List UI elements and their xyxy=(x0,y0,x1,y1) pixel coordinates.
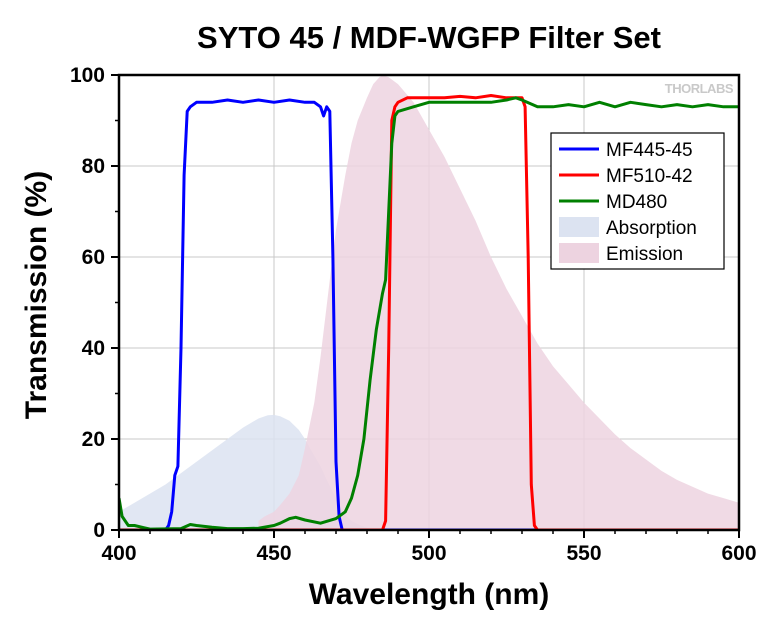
legend-swatch-absorption xyxy=(559,217,599,237)
series-line-mf445-45 xyxy=(119,98,739,530)
chart-title: SYTO 45 / MDF-WGFP Filter Set xyxy=(197,20,661,55)
legend-label-md480: MD480 xyxy=(606,192,667,213)
x-tick-label: 500 xyxy=(411,542,446,565)
y-tick-label: 20 xyxy=(82,428,105,451)
x-tick-label: 450 xyxy=(256,542,291,565)
watermark-logo: THORLABS xyxy=(665,81,734,96)
series-group xyxy=(119,75,739,530)
series-area-emission xyxy=(258,75,739,530)
legend: MF445-45 MF510-42 MD480 Absorption Emission xyxy=(550,132,725,270)
x-tick-label: 600 xyxy=(721,542,756,565)
x-tick-label: 550 xyxy=(566,542,601,565)
y-tick-label: 60 xyxy=(82,246,105,269)
series-line-mf510-42 xyxy=(119,94,739,530)
y-tick-label: 0 xyxy=(93,519,105,542)
legend-swatch-emission xyxy=(559,243,599,263)
legend-label-mf510-42: MF510-42 xyxy=(606,166,693,187)
series-line-md480 xyxy=(119,96,739,530)
x-tick-label: 400 xyxy=(101,542,136,565)
x-axis-title: Wavelength (nm) xyxy=(309,578,550,611)
plot-area: 400 450 500 550 600 0 20 40 60 80 100 MF445-45 MF510… xyxy=(70,64,757,565)
legend-label-absorption: Absorption xyxy=(606,218,697,239)
y-tick-label: 100 xyxy=(70,64,105,87)
legend-label-mf445-45: MF445-45 xyxy=(606,140,693,161)
y-axis-title: Transmission (%) xyxy=(20,171,53,419)
y-tick-label: 80 xyxy=(82,155,105,178)
y-tick-label: 40 xyxy=(82,337,105,360)
legend-label-emission: Emission xyxy=(606,244,683,265)
